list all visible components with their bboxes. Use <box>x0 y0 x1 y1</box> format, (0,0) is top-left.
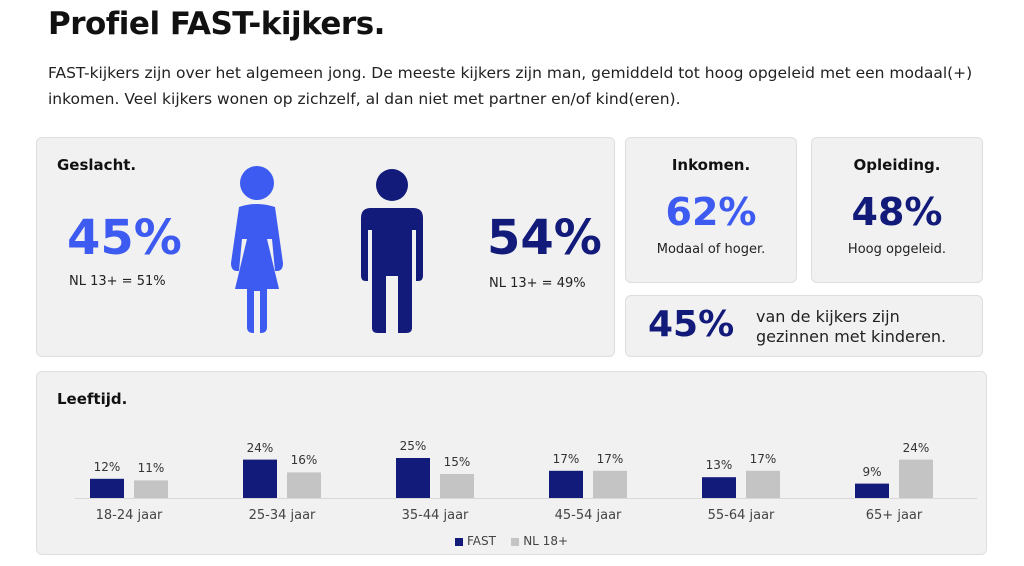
bar-nl-1 <box>287 472 321 498</box>
chart-legend: FAST NL 18+ <box>37 534 986 548</box>
data-label-fast-2: 25% <box>399 439 427 453</box>
male-person-icon <box>361 169 423 333</box>
income-label: Inkomen. <box>671 156 751 174</box>
data-label-nl-2: 15% <box>443 455 471 469</box>
age-bar-chart <box>75 458 977 499</box>
female-percentage: 45% <box>67 210 182 266</box>
legend-swatch-fast <box>454 537 463 546</box>
income-value: 62% <box>665 190 757 234</box>
family-value: 45% <box>648 304 735 345</box>
bar-fast-3 <box>549 470 583 498</box>
bar-nl-2 <box>440 474 474 498</box>
male-percentage: 54% <box>487 210 602 266</box>
page-title: Profiel FAST-kijkers. <box>48 6 385 42</box>
education-label: Opleiding. <box>853 156 941 174</box>
legend-label-fast: FAST <box>466 534 496 548</box>
education-card: Opleiding. 48% Hoog opgeleid. <box>811 137 983 283</box>
category-label-4: 55-64 jaar <box>707 508 775 523</box>
bar-fast-1 <box>243 459 277 498</box>
data-label-fast-3: 17% <box>552 451 580 466</box>
bar-nl-0 <box>134 480 168 498</box>
category-label-0: 18-24 jaar <box>95 508 163 523</box>
male-nl-reference: NL 13+ = 49% <box>489 276 586 291</box>
education-value: 48% <box>851 190 943 234</box>
data-label-fast-4: 13% <box>705 458 733 473</box>
bar-nl-5 <box>899 459 933 498</box>
data-label-nl-3: 17% <box>596 451 624 466</box>
education-caption: Hoog opgeleid. <box>847 242 947 257</box>
family-caption: van de kijkers zijn gezinnen met kindere… <box>756 307 946 347</box>
bar-fast-2 <box>396 458 430 498</box>
family-caption-line2: gezinnen met kinderen. <box>756 327 947 346</box>
female-person-icon <box>231 166 283 333</box>
age-card: Leeftijd. FAST NL 18+ 12% 11% 18-24 jaar 24… <box>36 371 987 555</box>
income-caption: Modaal of hoger. <box>656 242 766 257</box>
bar-nl-3 <box>593 470 627 498</box>
family-caption-line1: van de kijkers zijn <box>756 307 900 326</box>
female-nl-reference: NL 13+ = 51% <box>69 274 166 289</box>
data-label-fast-0: 12% <box>93 459 121 474</box>
legend-label-nl: NL 18+ <box>523 534 569 548</box>
data-label-fast-1: 24% <box>246 440 274 455</box>
family-card: 45% van de kijkers zijn gezinnen met kin… <box>625 295 983 357</box>
data-label-nl-5: 24% <box>902 440 930 455</box>
income-card: Inkomen. 62% Modaal of hoger. <box>625 137 797 283</box>
category-label-5: 65+ jaar <box>865 508 923 523</box>
age-label: Leeftijd. <box>57 390 128 408</box>
category-label-1: 25-34 jaar <box>248 508 316 523</box>
data-label-nl-4: 17% <box>749 451 777 466</box>
category-label-2: 35-44 jaar <box>401 508 469 523</box>
bar-fast-4 <box>702 477 736 498</box>
gender-card: Geslacht. 45% NL 13+ = 51% 54% NL 13+ = … <box>36 137 615 357</box>
legend-swatch-nl <box>511 537 520 546</box>
bar-nl-4 <box>746 470 780 498</box>
bar-fast-0 <box>90 478 124 498</box>
gender-label: Geslacht. <box>57 156 137 174</box>
data-label-nl-1: 16% <box>290 453 318 468</box>
bar-fast-5 <box>855 483 889 498</box>
data-label-fast-5: 9% <box>862 464 882 479</box>
data-label-nl-0: 11% <box>137 461 165 476</box>
category-label-3: 45-54 jaar <box>554 508 622 523</box>
intro-text: FAST-kijkers zijn over het algemeen jong… <box>48 64 973 108</box>
